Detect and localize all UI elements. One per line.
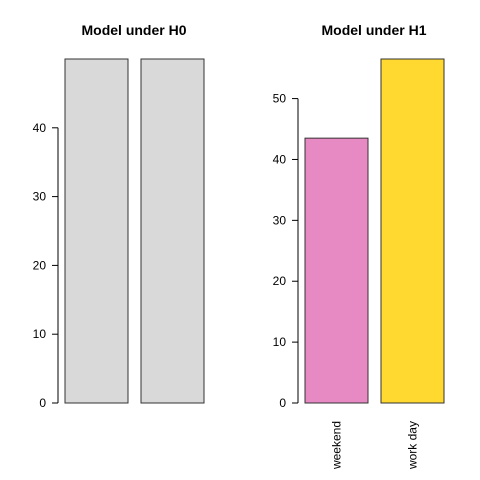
bar-h1-1 [380,58,445,404]
y-tick-label-h0: 20 [33,258,47,272]
y-tick-label-h1: 50 [273,92,287,106]
bar-h0-1 [140,58,205,404]
y-tick-label-h0: 30 [33,190,47,204]
x-category-label-h1: weekend [330,421,344,470]
chart-title-h1: Model under H1 [321,22,426,38]
y-tick-label-h1: 0 [279,396,286,410]
y-tick-label-h0: 0 [39,396,46,410]
y-tick-label-h1: 30 [273,213,287,227]
chart-title-h0: Model under H0 [81,22,186,38]
panel-h1: Model under H1 0 10 20 30 40 50 weekend work da… [273,22,445,470]
y-tick-label-h1: 40 [273,152,287,166]
y-tick-label-h1: 20 [273,274,287,288]
x-category-label-h1: work day [406,421,420,470]
bar-h1-0 [304,137,369,404]
y-tick-label-h1: 10 [273,335,287,349]
bar-h0-0 [64,58,129,404]
y-tick-label-h0: 40 [33,121,47,135]
y-tick-label-h0: 10 [33,327,47,341]
panel-h0: Model under H0 0 10 20 30 40 [33,22,205,410]
